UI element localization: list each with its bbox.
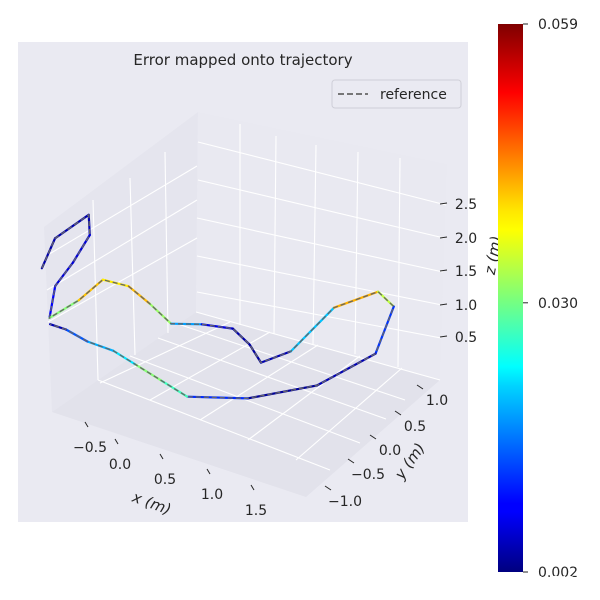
z-tick-label: 1.0 [455,298,477,314]
x-tick-label: 0.5 [154,472,176,488]
y-tick-mark [347,458,355,464]
grid-lines [45,124,447,471]
legend-reference-label: reference [380,87,447,103]
left-wall [44,112,198,412]
z-tick-mark [439,202,448,205]
y-tick-mark [324,485,332,491]
z-tick-label: 2.5 [455,197,477,213]
colorbar-tick-label: 0.002 [538,565,578,581]
z-tick-label: 1.5 [455,264,477,280]
y-tick-mark [394,410,402,416]
z-tick-mark [439,236,448,239]
reference-trajectory [41,213,395,400]
floor-pane [52,312,440,497]
trajectory-segment [246,384,319,400]
colorbar: 0.002 0.030 0.059 [498,17,578,581]
x-tick-label: 1.5 [245,503,267,519]
pane-walls [44,112,447,497]
x-tick-mark [206,468,211,475]
x-tick-label: 1.0 [201,487,223,503]
y-tick-label: 0.5 [404,419,426,435]
legend: reference [331,79,462,109]
y-tick-label: 1.0 [426,393,448,409]
x-tick-label: −0.5 [73,440,107,456]
watermark-text: https://blog.csdn.net/weixin_47074246 [338,575,592,590]
z-tick-mark [439,335,448,338]
x-tick-mark [250,484,255,491]
back-wall [196,112,447,380]
x-tick-mark [159,453,164,460]
z-tick-label: 0.5 [455,330,477,346]
z-tick-mark [439,303,448,306]
colorbar-tick-label: 0.030 [538,296,578,312]
legend-box [331,79,462,109]
y-tick-label: −1.0 [328,494,362,510]
x-tick-mark [84,421,89,428]
trajectory [40,213,395,400]
trajectory-segment [374,305,395,355]
y-tick-label: −0.5 [351,467,385,483]
axis-ticks: −0.50.00.51.01.5−1.0−0.50.00.51.00.51.01… [73,197,477,519]
y-tick-label: 0.0 [379,443,401,459]
colorbar-ticks: 0.002 0.030 0.059 [523,17,578,581]
z-tick-label: 2.0 [455,231,477,247]
colorbar-tick-label: 0.059 [538,17,578,33]
colorbar-gradient [498,24,523,572]
chart-title: Error mapped onto trajectory [133,51,352,69]
z-tick-mark [439,269,448,272]
x-tick-mark [114,438,119,445]
x-tick-label: 0.0 [109,457,131,473]
y-tick-mark [416,384,424,390]
y-tick-mark [369,434,377,440]
